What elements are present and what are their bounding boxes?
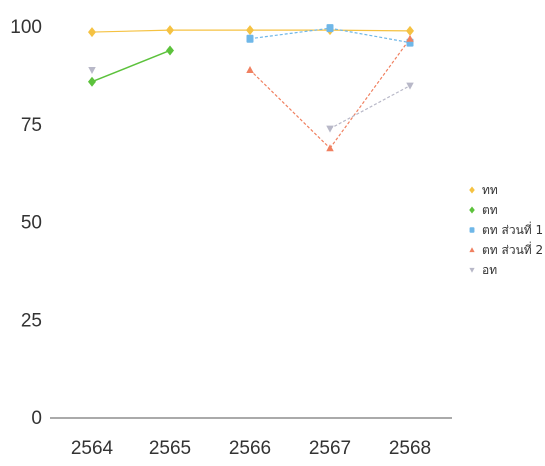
y-tick-label: 75 [21,115,42,136]
legend-label: ตท ส่วนที่ 1 [482,221,543,237]
series-line-segment [329,27,411,44]
data-point [88,76,96,87]
legend-marker [469,206,475,214]
data-point [246,25,254,36]
series-lines [91,27,411,149]
legend-marker [469,227,475,233]
data-point [88,27,96,38]
legend-label: ทท [482,183,498,197]
data-point [166,45,174,56]
y-axis-ticks: 0 25 50 75 100 [10,17,42,429]
series-line-segment [329,29,411,32]
legend-marker [469,247,475,253]
legend-marker [469,186,475,194]
data-point [246,66,254,74]
data-point [326,144,334,152]
x-tick-label: 2566 [229,438,271,459]
series-line-segment [329,85,411,130]
y-tick-label: 25 [21,310,42,331]
x-axis-ticks: 2564 2565 2566 2567 2568 [71,438,431,459]
legend-label: ตท [482,203,498,217]
legend-label: ตท ส่วนที่ 2 [482,241,543,257]
data-point [406,25,414,36]
x-tick-label: 2564 [71,438,114,459]
legend-label: อท [482,263,497,277]
series-markers [88,24,414,152]
data-point [326,24,334,33]
series-line-segment [249,69,331,149]
series-line-segment [91,49,171,83]
data-point [406,82,414,90]
x-tick-label: 2567 [309,438,351,459]
data-point [88,67,96,75]
data-point [326,125,334,133]
data-point [166,25,174,36]
series-line-segment [329,38,411,149]
series-line-segment [91,29,171,33]
series-line-segment [249,27,331,40]
legend-marker [469,267,475,273]
data-point [406,34,414,42]
y-tick-label: 0 [31,408,42,429]
x-tick-label: 2568 [389,438,431,459]
y-tick-label: 50 [21,213,42,234]
y-tick-label: 100 [10,17,42,38]
x-tick-label: 2565 [149,438,191,459]
data-point [246,34,254,43]
